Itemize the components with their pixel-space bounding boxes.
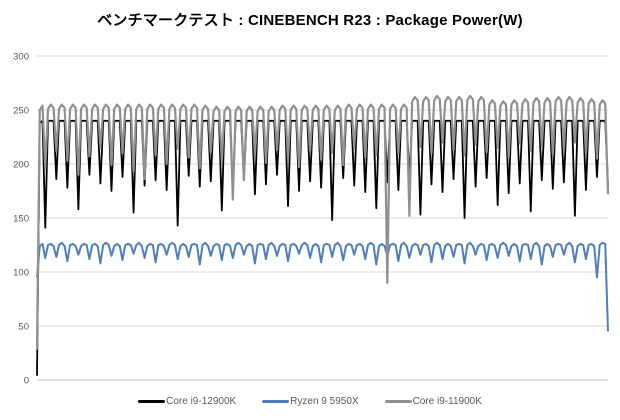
y-axis-tick-label-0: 0 <box>24 376 29 387</box>
legend-item-core-i9-12900k: Core i9-12900K <box>138 396 236 407</box>
legend-label-core-i9-12900k: Core i9-12900K <box>166 396 237 407</box>
legend-item-ryzen-9-5950x: Ryzen 9 5950X <box>262 396 359 407</box>
y-axis-tick-label-200: 200 <box>13 160 29 171</box>
legend-label-core-i9-11900k: Core i9-11900K <box>412 396 482 407</box>
legend-swatch-core-i9-12900k <box>138 400 166 403</box>
y-axis-tick-label-50: 50 <box>18 322 29 333</box>
series-lines <box>35 94 610 376</box>
y-axis-tick-label-150: 150 <box>13 214 29 225</box>
y-axis-tick-label-300: 300 <box>13 52 29 63</box>
legend-swatch-core-i9-11900k <box>384 400 412 403</box>
y-axis-tick-labels: 300 250 200 150 100 50 0 <box>13 52 29 387</box>
legend: Core i9-12900K Ryzen 9 5950X Core i9-11900… <box>0 396 620 407</box>
legend-label-ryzen-9-5950x: Ryzen 9 5950X <box>290 396 359 407</box>
y-axis-tick-label-100: 100 <box>13 268 29 279</box>
legend-swatch-ryzen-9-5950x <box>262 400 290 403</box>
y-axis-tick-label-250: 250 <box>13 106 29 117</box>
legend-item-core-i9-11900k: Core i9-11900K <box>384 396 482 407</box>
series-line-core-i9-11900k <box>35 94 610 350</box>
chart-title: ベンチマークテスト : CINEBENCH R23 : Package Powe… <box>97 12 523 29</box>
series-line-ryzen-9-5950x <box>36 241 609 332</box>
